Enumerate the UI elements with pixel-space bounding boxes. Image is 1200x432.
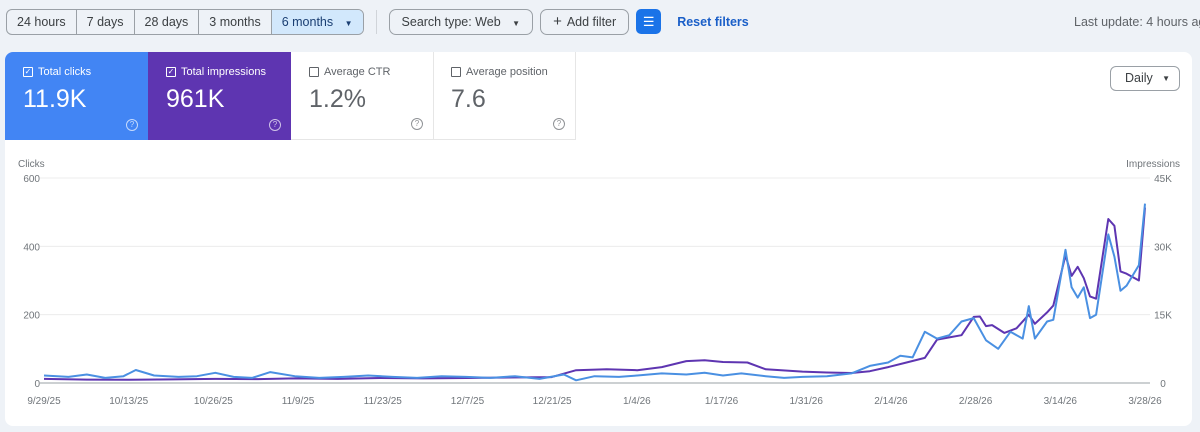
metric-value: 7.6 [451,85,486,113]
x-tick-label: 1/31/26 [790,396,824,407]
x-tick-label: 3/28/26 [1128,396,1162,407]
checkbox-checked-icon[interactable]: ✓ [166,67,176,77]
granularity-label: Daily [1125,71,1153,85]
checkbox-unchecked-icon[interactable] [309,67,319,77]
x-tick-label: 9/29/25 [27,396,61,407]
y-left-tick-label: 200 [23,311,40,322]
add-filter-button[interactable]: + Add filter [540,8,630,35]
x-tick-label: 3/14/26 [1044,396,1078,407]
y-right-tick-label: 45K [1154,174,1172,185]
range-24-hours[interactable]: 24 hours [7,9,77,34]
x-tick-label: 1/4/26 [623,396,651,407]
x-tick-label: 11/23/25 [364,396,403,407]
metric-value: 1.2% [309,85,366,113]
help-icon[interactable]: ? [126,119,138,131]
range-6-months-label: 6 months [281,14,334,29]
y-left-axis-label: Clicks [18,159,45,170]
range-6-months[interactable]: 6 months ▼ [271,9,363,34]
x-tick-label: 10/26/25 [194,396,233,407]
x-tick-label: 10/13/25 [109,396,148,407]
x-tick-label: 11/9/25 [282,396,315,407]
checkbox-checked-icon[interactable]: ✓ [23,67,33,77]
help-icon[interactable]: ? [269,119,281,131]
reset-filters-link[interactable]: Reset filters [677,14,749,29]
date-range-selector: 24 hours 7 days 28 days 3 months 6 month… [6,8,364,35]
metric-average-ctr[interactable]: Average CTR 1.2% ? [291,52,434,140]
y-right-axis-label: Impressions [1126,159,1180,170]
metric-average-position[interactable]: Average position 7.6 ? [433,52,576,140]
metric-total-clicks[interactable]: ✓ Total clicks 11.9K ? [5,52,148,140]
dropdown-arrow-icon: ▼ [344,18,353,28]
y-left-tick-label: 600 [23,174,40,185]
y-right-tick-label: 15K [1154,311,1172,322]
y-left-tick-label: 400 [23,242,40,253]
filter-icon: ☰ [642,14,655,29]
checkbox-unchecked-icon[interactable] [451,67,461,77]
metric-total-impressions[interactable]: ✓ Total impressions 961K ? [148,52,291,140]
x-tick-label: 12/21/25 [533,396,572,407]
x-tick-label: 1/17/26 [705,396,739,407]
metric-value: 961K [166,85,225,113]
help-icon[interactable]: ? [411,118,423,130]
y-right-tick-label: 0 [1160,379,1166,390]
plus-icon: + [553,12,562,30]
add-filter-label: Add filter [566,14,617,29]
search-type-dropdown[interactable]: Search type: Web ▼ [388,8,534,35]
toolbar: 24 hours 7 days 28 days 3 months 6 month… [6,8,1200,35]
metric-label: Total impressions [181,66,266,78]
range-28-days[interactable]: 28 days [135,9,200,34]
metric-label: Average position [466,66,548,78]
x-tick-label: 2/28/26 [959,396,993,407]
x-tick-label: 12/7/25 [451,396,485,407]
y-right-tick-label: 30K [1154,242,1172,253]
last-update-text: Last update: 4 hours ago [1074,14,1200,29]
range-7-days[interactable]: 7 days [77,9,135,34]
y-left-tick-label: 0 [34,379,40,390]
series-line-impressions [43,207,1146,381]
divider [375,9,377,34]
dropdown-arrow-icon: ▼ [1162,74,1170,83]
dropdown-arrow-icon: ▼ [512,18,521,28]
range-3-months[interactable]: 3 months [199,9,272,34]
search-type-label: Search type: Web [401,14,501,29]
metric-value: 11.9K [23,85,87,113]
granularity-dropdown[interactable]: Daily ▼ [1110,66,1180,91]
series-line-clicks [43,203,1146,382]
performance-card: ✓ Total clicks 11.9K ? ✓ Total impressions… [5,52,1192,426]
x-tick-label: 2/14/26 [874,396,908,407]
metric-label: Average CTR [324,66,391,78]
filter-settings-button[interactable]: ☰ [636,9,662,34]
metric-label: Total clicks [38,66,92,78]
help-icon[interactable]: ? [553,118,565,130]
